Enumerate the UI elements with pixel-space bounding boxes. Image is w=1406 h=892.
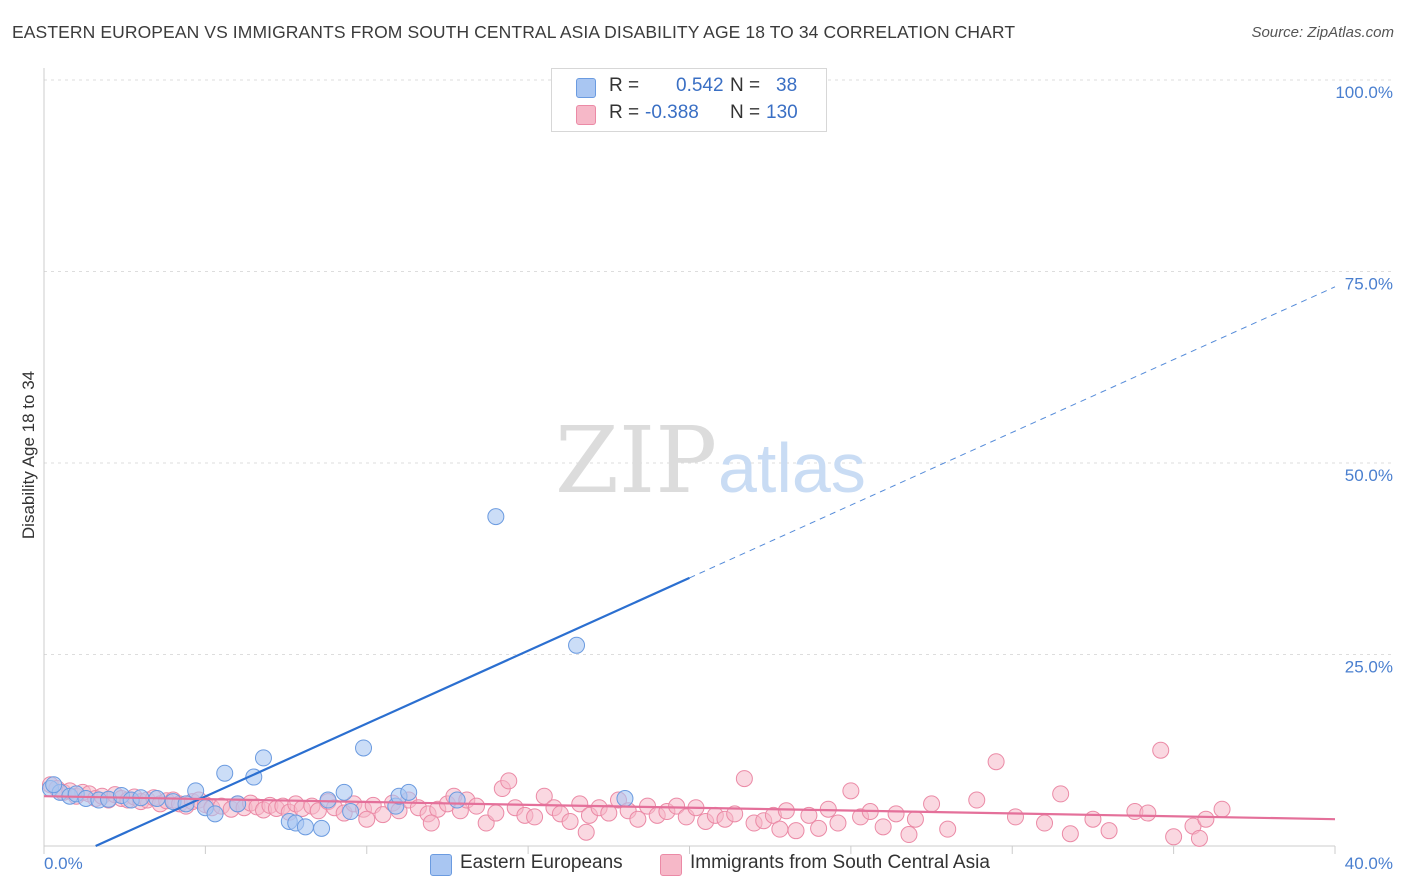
y-axis-label: Disability Age 18 to 34 [19, 371, 38, 539]
legend-r-label: R = [609, 75, 640, 96]
immigrants-point [561, 812, 579, 830]
eastern-point [216, 764, 234, 782]
legend-r-label: R = [609, 102, 640, 123]
immigrants-point [500, 772, 518, 790]
eastern-point [206, 805, 224, 823]
immigrants-point [777, 802, 795, 820]
eastern-point [355, 739, 373, 757]
chart-title: EASTERN EUROPEAN VS IMMIGRANTS FROM SOUT… [12, 22, 1016, 42]
immigrants-point [1036, 814, 1054, 832]
immigrants-point [1190, 829, 1208, 847]
immigrants-point [1165, 828, 1183, 846]
immigrants-point [1100, 822, 1118, 840]
legend-r-value: 0.542 [676, 75, 724, 96]
immigrants-point [422, 814, 440, 832]
watermark-atlas: atlas [718, 429, 866, 507]
immigrants-point [842, 782, 860, 800]
immigrants-point [939, 820, 957, 838]
eastern-point [313, 819, 331, 837]
immigrants-point [526, 808, 544, 826]
legend-r-value: -0.388 [645, 102, 699, 123]
immigrants-trend-line [43, 795, 1336, 821]
tick-labels: 25.0% 50.0% 75.0% 100.0% 0.0% 40.0% [44, 83, 1393, 873]
legend-n-label: N = [730, 75, 761, 96]
eastern-point [187, 782, 205, 800]
x-tick-label: 0.0% [44, 854, 83, 873]
watermark: ZIP atlas [555, 407, 866, 514]
immigrants-point [906, 810, 924, 828]
watermark-zip: ZIP [555, 407, 717, 514]
legend-swatch-blue [576, 78, 596, 98]
eastern-trend-extension [689, 286, 1336, 579]
immigrants-point [571, 795, 589, 813]
immigrants-point [577, 823, 595, 841]
eastern-point [616, 790, 634, 808]
eastern-trend-line [95, 576, 690, 848]
immigrants-point [968, 791, 986, 809]
eastern-point [568, 636, 586, 654]
immigrants-point [874, 818, 892, 836]
immigrants-point [987, 753, 1005, 771]
eastern-point [45, 776, 63, 794]
immigrants-point [900, 826, 918, 844]
immigrants-point [887, 805, 905, 823]
immigrants-point [800, 806, 818, 824]
grid-lines [44, 79, 1395, 655]
y-tick-label: 50.0% [1345, 466, 1393, 485]
eastern-point [296, 818, 314, 836]
immigrants-point [771, 820, 789, 838]
immigrants-point [1197, 810, 1215, 828]
pink-series-points [41, 741, 1231, 847]
eastern-point [400, 783, 418, 801]
bottom-legend-label: Eastern Europeans [460, 852, 623, 873]
immigrants-point [735, 770, 753, 788]
immigrants-point [1061, 825, 1079, 843]
immigrants-point [829, 814, 847, 832]
legend-n-value: 130 [766, 102, 798, 123]
immigrants-point [726, 805, 744, 823]
legend-n-value: 38 [776, 75, 798, 96]
source-label: Source: ZipAtlas.com [1251, 24, 1394, 41]
immigrants-point [374, 806, 392, 824]
y-tick-label: 25.0% [1345, 658, 1393, 677]
bottom-legend-swatch-pink [660, 854, 682, 876]
immigrants-point [467, 797, 485, 815]
legend-n-label: N = [730, 102, 761, 123]
x-tick-label: 40.0% [1345, 854, 1393, 873]
eastern-point [229, 795, 247, 813]
immigrants-point [810, 819, 828, 837]
trend-lines [43, 286, 1336, 848]
immigrants-point [1139, 804, 1157, 822]
eastern-point [487, 508, 505, 526]
immigrants-point [600, 804, 618, 822]
immigrants-point [1006, 808, 1024, 826]
bottom-legend-swatch-blue [430, 854, 452, 876]
immigrants-point [629, 810, 647, 828]
legend-swatch-pink [576, 105, 596, 125]
y-tick-label: 100.0% [1335, 83, 1393, 102]
immigrants-point [1152, 741, 1170, 759]
immigrants-point [358, 810, 376, 828]
immigrants-point [668, 797, 686, 815]
immigrants-point [1084, 810, 1102, 828]
immigrants-point [487, 804, 505, 822]
eastern-point [448, 791, 466, 809]
axes [43, 68, 1336, 854]
y-tick-label: 75.0% [1345, 275, 1393, 294]
immigrants-point [923, 795, 941, 813]
immigrants-point [787, 822, 805, 840]
eastern-point [342, 803, 360, 821]
eastern-point [254, 749, 272, 767]
eastern-point [319, 791, 337, 809]
bottom-legend-label: Immigrants from South Central Asia [690, 852, 990, 873]
immigrants-point [1213, 800, 1231, 818]
immigrants-point [1052, 785, 1070, 803]
eastern-point [335, 783, 353, 801]
correlation-legend: R = 0.542 N = 38 R = -0.388 N = 130 [551, 68, 827, 132]
